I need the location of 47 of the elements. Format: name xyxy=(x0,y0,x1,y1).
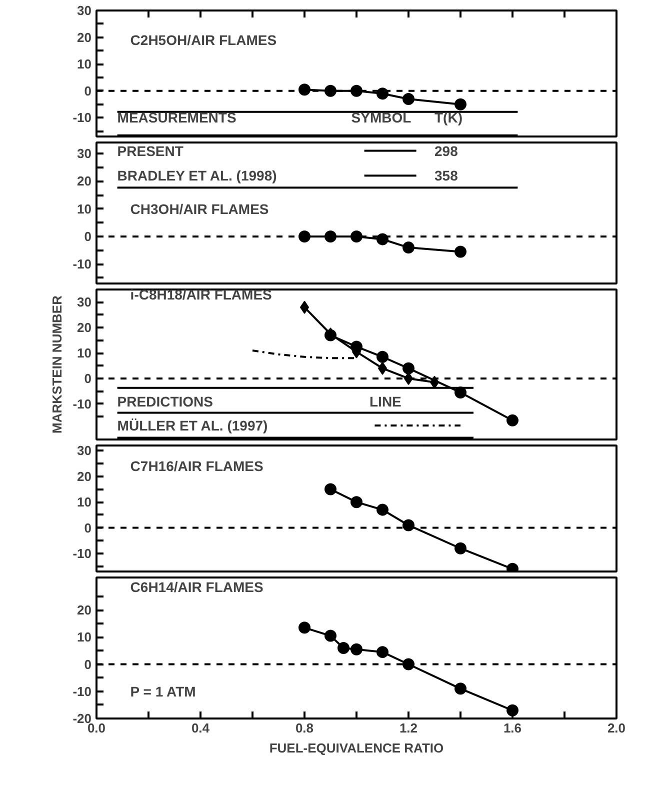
y-tick-label: 0 xyxy=(84,370,92,386)
chart-title: C6H14/AIR FLAMES xyxy=(130,578,264,595)
x-tick-label: 0.4 xyxy=(191,720,210,736)
annotation: MÜLLER ET AL. (1997) xyxy=(117,418,268,434)
y-tick-label: 0 xyxy=(84,656,92,672)
annotation: PRESENT xyxy=(117,142,184,159)
y-tick-label: 0 xyxy=(84,520,92,536)
y-tick-label: 30 xyxy=(77,294,92,310)
x-tick-label: 2.0 xyxy=(607,720,626,736)
annotation: SYMBOL xyxy=(351,110,412,126)
x-tick-label: 0.8 xyxy=(295,720,314,736)
annotation: 358 xyxy=(434,168,458,184)
y-tick-label: -10 xyxy=(72,684,92,699)
chart-title: i-C8H18/AIR FLAMES xyxy=(130,286,272,303)
y-tick-label: 20 xyxy=(77,30,92,45)
y-tick-label: 30 xyxy=(77,3,92,18)
y-tick-label: 30 xyxy=(77,146,92,162)
annotation: PREDICTIONS xyxy=(117,393,213,410)
y-tick-label: 0 xyxy=(84,83,92,98)
y-tick-label: -10 xyxy=(72,546,92,561)
y-tick-label: -10 xyxy=(72,110,92,126)
annotation: BRADLEY ET AL. (1998) xyxy=(117,168,277,184)
y-axis-title: MARKSTEIN NUMBER xyxy=(50,294,65,434)
annotation: MEASUREMENTS xyxy=(117,110,236,126)
y-tick-label: -10 xyxy=(72,396,92,412)
y-tick-label: 0 xyxy=(84,229,92,244)
y-tick-label: 10 xyxy=(77,201,92,216)
y-tick-label: 10 xyxy=(77,346,92,361)
y-tick-label: 20 xyxy=(77,174,92,189)
x-tick-label: 1.2 xyxy=(399,720,418,736)
annotation: T(K) xyxy=(434,110,462,126)
text: C7H16/AIR FLAMES xyxy=(130,458,264,474)
text: CH3OH/AIR FLAMES xyxy=(130,200,269,217)
y-tick-label: 10 xyxy=(77,630,92,645)
y-tick-label: 20 xyxy=(77,320,92,336)
x-tick-label: 1.6 xyxy=(503,720,522,736)
x-axis-title: FUEL-EQUIVALENCE RATIO xyxy=(269,740,444,756)
annotation: 298 xyxy=(434,142,458,159)
y-tick-label: 10 xyxy=(77,494,92,510)
y-tick-label: -10 xyxy=(72,256,92,272)
y-tick-label: 10 xyxy=(77,56,92,72)
y-tick-label: 30 xyxy=(77,443,92,458)
y-tick-label: 20 xyxy=(77,468,92,484)
annotation: LINE xyxy=(370,393,402,410)
text: C2H5OH/AIR FLAMES xyxy=(130,32,277,48)
annotation: P = 1 ATM xyxy=(130,683,196,700)
y-tick-label: 20 xyxy=(77,602,92,618)
